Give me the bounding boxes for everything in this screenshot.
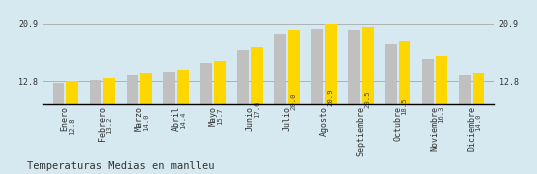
Text: 13.2: 13.2 [106, 116, 112, 134]
Bar [311, 29, 323, 172]
Text: 20.0: 20.0 [291, 92, 296, 110]
Text: 14.0: 14.0 [475, 113, 482, 131]
Bar [127, 75, 139, 172]
Text: 15.7: 15.7 [217, 107, 223, 125]
Bar [251, 47, 263, 172]
Text: 12.8: 12.8 [69, 118, 75, 135]
Bar [398, 41, 410, 172]
Bar [325, 24, 337, 172]
Bar [177, 70, 188, 172]
Bar [163, 72, 175, 172]
Text: 16.3: 16.3 [439, 105, 445, 123]
Text: 20.5: 20.5 [365, 90, 371, 108]
Text: 18.5: 18.5 [402, 97, 408, 115]
Bar [422, 59, 434, 172]
Bar [386, 44, 397, 172]
Bar [66, 81, 78, 172]
Bar [103, 78, 115, 172]
Bar [237, 50, 249, 172]
Bar [473, 73, 484, 172]
Bar [288, 30, 300, 172]
Bar [459, 75, 471, 172]
Bar [90, 80, 101, 172]
Text: 17.6: 17.6 [253, 101, 260, 118]
Bar [140, 73, 151, 172]
Bar [214, 61, 226, 172]
Text: Temperaturas Medias en manlleu: Temperaturas Medias en manlleu [27, 161, 214, 171]
Text: 14.4: 14.4 [180, 112, 186, 129]
Bar [349, 30, 360, 172]
Bar [53, 83, 64, 172]
Bar [274, 34, 286, 172]
Bar [436, 56, 447, 172]
Text: 20.9: 20.9 [328, 89, 333, 106]
Bar [200, 63, 212, 172]
Text: 14.0: 14.0 [143, 113, 149, 131]
Bar [362, 27, 374, 172]
